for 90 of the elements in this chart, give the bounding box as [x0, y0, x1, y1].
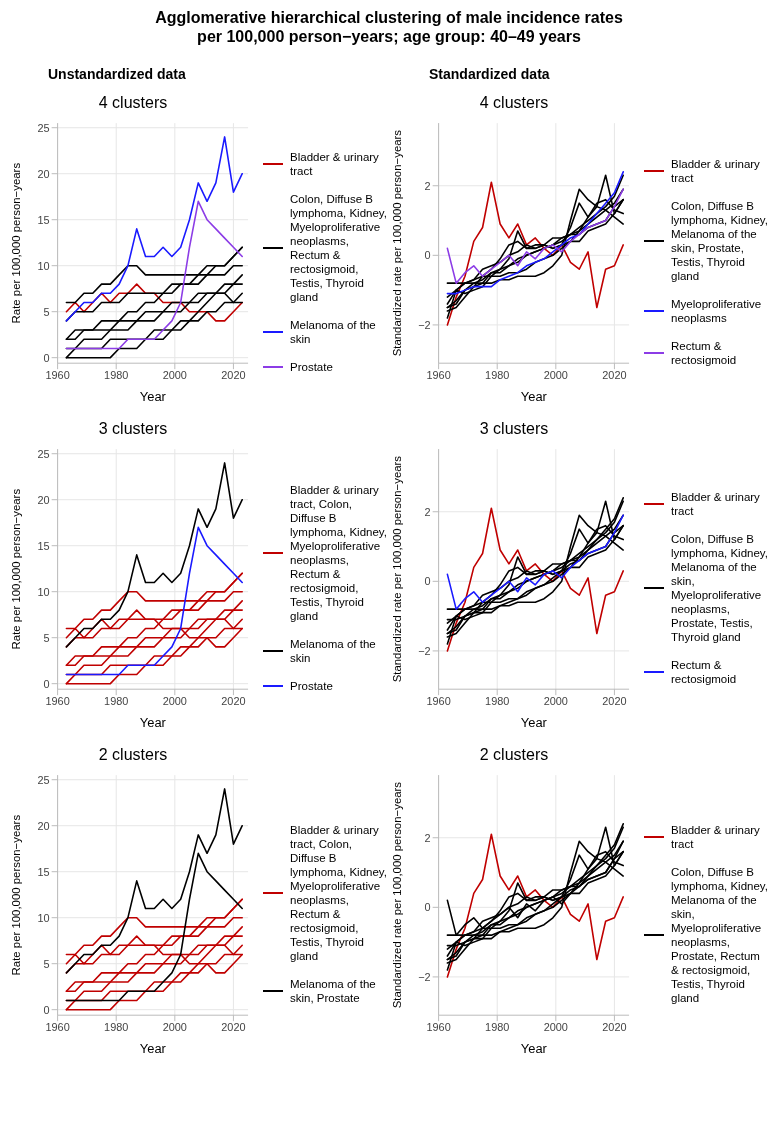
- x-axis-title: Year: [139, 714, 167, 730]
- x-axis-title: Year: [139, 388, 167, 404]
- y-tick-label: 25: [37, 447, 50, 460]
- chart-title: 2 clusters: [97, 746, 169, 765]
- text: Bladder & urinary tract, Colon, Diffuse B lymphoma, Kidney, Myeloproliferative neoplasms, Rectum & rectosigmoid, Testis, Thyroid gland: [290, 484, 387, 622]
- y-tick-label: 25: [37, 121, 50, 134]
- legend-label: Rectum & rectosigmoid: [671, 339, 738, 367]
- y-tick-label: 2: [424, 505, 431, 518]
- y-tick-label: 25: [37, 773, 50, 786]
- x-tick-label: 1980: [104, 1020, 129, 1033]
- y-axis-title: Rate per 100,000 person−years: [9, 814, 22, 976]
- y-tick-label: 0: [43, 1003, 50, 1016]
- y-tick-label: 20: [37, 819, 50, 832]
- y-tick-label: 0: [43, 677, 50, 690]
- y-tick-label: 0: [43, 351, 50, 364]
- chart-title: 4 clusters: [478, 94, 550, 113]
- chart-title: 3 clusters: [97, 420, 169, 439]
- x-tick-label: 1960: [426, 368, 451, 381]
- x-tick-label: 1980: [485, 694, 510, 707]
- x-tick-label: 1980: [104, 368, 129, 381]
- y-tick-label: −2: [418, 644, 431, 657]
- x-tick-label: 2000: [162, 694, 187, 707]
- y-tick-label: 15: [37, 213, 50, 226]
- legend-label: Colon, Diffuse B lymphoma, Kidney, Melanoma of the skin, Prostate, Testis, Thyroid gland: [671, 199, 769, 283]
- chart-subtitle: Unstandardized data: [47, 65, 187, 84]
- x-tick-label: 2000: [543, 368, 568, 381]
- x-tick-label: 1960: [426, 1020, 451, 1033]
- x-tick-label: 2020: [221, 368, 246, 381]
- chart-title: 3 clusters: [478, 420, 550, 439]
- x-tick-label: 2000: [543, 694, 568, 707]
- legend-label: Myeloproliferative neoplasms: [671, 297, 763, 325]
- y-tick-label: 20: [37, 167, 50, 180]
- y-tick-label: −2: [418, 970, 431, 983]
- legend-label: Bladder & urinary tract: [671, 490, 761, 518]
- legend-label: Melanoma of the skin, Prostate: [290, 977, 377, 1005]
- y-tick-label: 0: [424, 249, 431, 262]
- x-tick-label: 1980: [104, 694, 129, 707]
- x-tick-label: 1960: [45, 694, 70, 707]
- x-tick-label: 2000: [162, 368, 187, 381]
- legend-label: Prostate: [290, 360, 333, 374]
- legend-label: Prostate: [290, 679, 333, 693]
- chart-title: 4 clusters: [97, 94, 169, 113]
- x-tick-label: 1980: [485, 368, 510, 381]
- text: Colon, Diffuse B lymphoma, Kidney, Melanoma of the skin, Myeloproliferative neoplasms, Prostate, Rectum & rectosigmoid, Testis, Thyroid gland: [671, 866, 768, 1004]
- y-tick-label: 10: [37, 259, 50, 272]
- x-axis-title: Year: [520, 1040, 548, 1056]
- y-axis-title: Rate per 100,000 person−years: [9, 162, 22, 324]
- y-tick-label: 20: [37, 493, 50, 506]
- y-tick-label: 0: [424, 901, 431, 914]
- x-tick-label: 1960: [45, 368, 70, 381]
- text: Agglomerative hierarchical clustering of male incidence rates per 100,000 person−years; age group: 40–49 years: [154, 8, 624, 46]
- y-tick-label: 10: [37, 585, 50, 598]
- x-tick-label: 1960: [426, 694, 451, 707]
- y-axis-title: Standardized rate per 100,000 person−years: [390, 781, 403, 1009]
- legend-label: Bladder & urinary tract: [671, 823, 761, 851]
- y-tick-label: −2: [418, 318, 431, 331]
- x-axis-title: Year: [520, 714, 548, 730]
- x-tick-label: 2020: [221, 694, 246, 707]
- y-axis-title: Rate per 100,000 person−years: [9, 488, 22, 650]
- x-axis-title: Year: [139, 1040, 167, 1056]
- y-tick-label: 0: [424, 575, 431, 588]
- y-tick-label: 10: [37, 911, 50, 924]
- chart-subtitle: Standardized data: [428, 65, 551, 84]
- legend-label: Melanoma of the skin: [290, 318, 377, 346]
- x-axis-title: Year: [520, 388, 548, 404]
- legend-label: Bladder & urinary tract: [671, 157, 761, 185]
- x-tick-label: 2000: [162, 1020, 187, 1033]
- legend-label: Colon, Diffuse B lymphoma, Kidney, Myeloproliferative neoplasms, Rectum & rectosigmoid, Testis, Thyroid gland: [290, 192, 388, 304]
- x-tick-label: 2020: [602, 368, 627, 381]
- x-tick-label: 1960: [45, 1020, 70, 1033]
- y-axis-title: Standardized rate per 100,000 person−years: [390, 455, 403, 683]
- text: Bladder & urinary tract, Colon, Diffuse B lymphoma, Kidney, Myeloproliferative neoplasms, Rectum & rectosigmoid, Testis, Thyroid gland: [290, 824, 387, 962]
- y-tick-label: 5: [43, 305, 50, 318]
- legend-label: Bladder & urinary tract: [290, 150, 380, 178]
- legend-label: Colon, Diffuse B lymphoma, Kidney, Melanoma of the skin, Myeloproliferative neoplasms, Prostate, Testis, Thyroid gland: [671, 532, 769, 644]
- y-tick-label: 5: [43, 631, 50, 644]
- y-tick-label: 15: [37, 865, 50, 878]
- y-tick-label: 15: [37, 539, 50, 552]
- y-axis-title: Standardized rate per 100,000 person−years: [390, 129, 403, 357]
- y-tick-label: 2: [424, 179, 431, 192]
- x-tick-label: 2020: [602, 1020, 627, 1033]
- chart-title: 2 clusters: [478, 746, 550, 765]
- x-tick-label: 2000: [543, 1020, 568, 1033]
- x-tick-label: 1980: [485, 1020, 510, 1033]
- x-tick-label: 2020: [221, 1020, 246, 1033]
- x-tick-label: 2020: [602, 694, 627, 707]
- legend-label: Rectum & rectosigmoid: [671, 658, 738, 686]
- legend-label: Melanoma of the skin: [290, 637, 377, 665]
- y-tick-label: 5: [43, 957, 50, 970]
- y-tick-label: 2: [424, 831, 431, 844]
